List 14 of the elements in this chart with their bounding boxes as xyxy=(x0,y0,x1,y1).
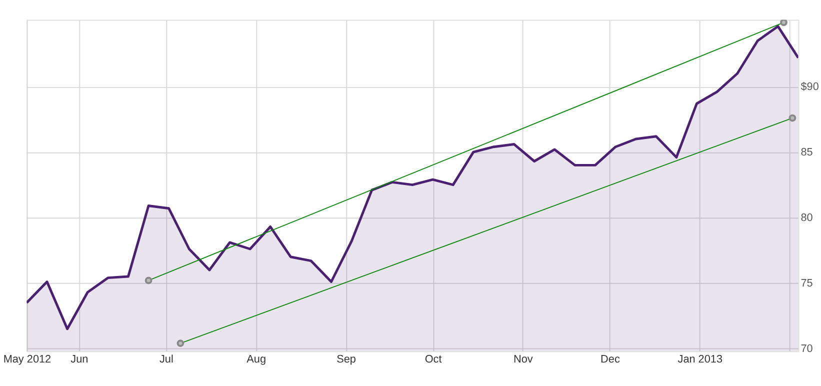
x-tick-label: Jan 2013 xyxy=(678,354,722,366)
x-tick-label: Nov xyxy=(514,354,534,366)
x-tick-label: Sep xyxy=(336,354,356,366)
x-tick-label: May 2012 xyxy=(3,354,52,366)
y-tick-label: 75 xyxy=(800,278,813,290)
x-tick-label: Oct xyxy=(424,354,442,366)
x-tick-label: Jul xyxy=(159,354,174,366)
x-tick-label: Dec xyxy=(600,354,620,366)
y-tick-label: 80 xyxy=(800,212,813,224)
x-tick-label: Aug xyxy=(246,354,266,366)
y-tick-label: 70 xyxy=(800,343,813,356)
y-tick-label: $90 xyxy=(800,81,819,94)
x-tick-label: Jun xyxy=(70,354,88,366)
y-tick-label: 85 xyxy=(800,146,813,159)
